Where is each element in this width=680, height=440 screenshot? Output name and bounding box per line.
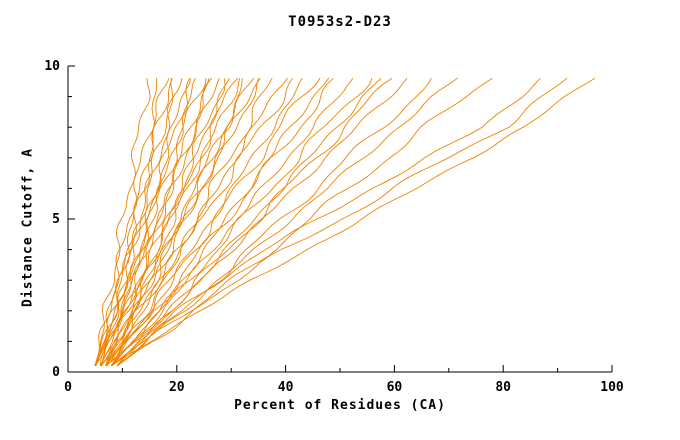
model-curve [116,77,330,367]
model-curve [100,77,293,367]
model-curve [116,77,568,367]
model-curve [105,77,408,367]
model-curve [100,78,260,367]
model-curve [95,78,151,367]
model-curve [111,77,303,367]
model-curve [94,78,173,367]
model-curve [100,78,174,367]
x-tick-label: 100 [600,380,624,395]
model-curve [117,77,432,367]
model-curve [105,78,373,367]
y-tick-label: 5 [52,212,60,227]
model-curve [94,78,183,367]
chart-title: T0953s2-D23 [288,14,392,30]
model-curve [105,77,288,367]
model-curve [111,77,541,367]
model-curve [105,78,210,367]
x-tick-label: 20 [169,380,185,395]
model-curve [111,78,243,367]
model-curve [95,78,190,367]
y-tick-label: 10 [44,59,60,74]
model-curve [106,77,334,367]
x-axis-label: Percent of Residues (CA) [234,398,446,413]
x-tick-label: 60 [387,380,403,395]
model-curve [105,77,239,367]
x-tick-label: 80 [495,380,511,395]
model-curve [111,77,458,367]
model-curve [94,78,241,367]
y-axis-label: Distance Cutoff, A [20,148,36,307]
model-curve [116,77,493,367]
x-tick-label: 0 [64,380,72,395]
model-curve [105,77,321,367]
x-tick-label: 40 [278,380,294,395]
model-curve [110,77,596,367]
model-curve [94,78,207,367]
model-curve [111,77,393,367]
y-tick-label: 0 [52,365,60,380]
model-curve [94,78,220,367]
